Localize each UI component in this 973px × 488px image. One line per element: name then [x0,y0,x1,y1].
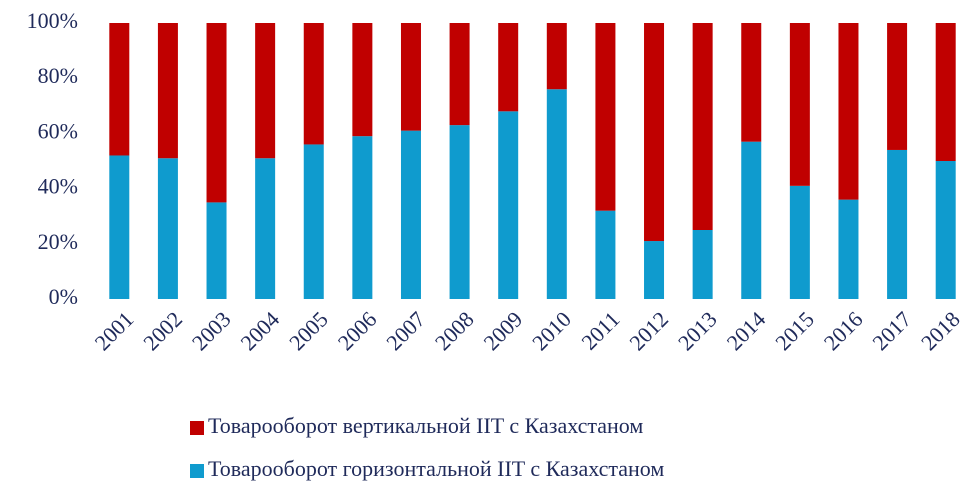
bar-segment [741,23,762,142]
bar-segment [157,158,178,299]
bar-segment [206,202,227,299]
bar-segment [449,125,470,300]
bar-segment [449,23,470,126]
bar-segment [109,23,130,156]
x-tick-label: 2018 [916,306,965,355]
x-tick-label: 2017 [867,306,916,355]
x-tick-label: 2007 [381,306,430,355]
legend-swatch [190,464,204,478]
bar-segment [595,210,616,299]
x-tick-label: 2014 [722,306,771,355]
bar-segment [546,23,567,90]
bar-segment [400,130,421,299]
x-tick-label: 2011 [576,306,624,354]
bar-segment [789,23,810,186]
bar-segment [498,111,519,299]
x-tick-label: 2010 [527,306,576,355]
bar-segment [935,161,956,299]
x-tick-label: 2012 [624,306,673,355]
x-tick-label: 2009 [479,306,528,355]
x-tick-label: 2016 [819,306,868,355]
y-tick-label: 80% [38,63,78,88]
x-tick-label: 2003 [187,306,236,355]
bar-segment [400,23,421,131]
bar-segment [692,23,713,230]
x-tick-label: 2013 [673,306,722,355]
bar-segment [595,23,616,211]
x-tick-label: 2006 [333,306,382,355]
y-tick-label: 60% [38,118,78,143]
bar-segment [303,144,324,299]
legend-label: Товарооборот горизонтальной IIT с Казахс… [208,456,664,481]
legend-label: Товарооборот вертикальной IIT с Казахста… [208,413,643,438]
bar-segment [303,23,324,145]
bar-segment [887,149,908,299]
x-tick-label: 2001 [90,306,139,355]
y-tick-label: 40% [38,174,78,199]
y-tick-label: 0% [49,284,78,309]
x-tick-label: 2002 [138,306,187,355]
bar-segment [838,199,859,299]
bar-segment [255,158,276,299]
x-tick-label: 2008 [430,306,479,355]
x-tick-label: 2005 [284,306,333,355]
bar-segment [498,23,519,112]
bar-segment [352,23,373,137]
bar-segment [255,23,276,159]
bar-segment [352,136,373,299]
bar-segment [546,89,567,300]
bar-segment [935,23,956,161]
y-tick-label: 20% [38,229,78,254]
bar-segment [644,241,665,299]
bar-segment [206,23,227,203]
bar-segment [887,23,908,150]
bar-segment [157,23,178,159]
bar-segment [838,23,859,200]
x-tick-label: 2015 [770,306,819,355]
x-tick-label: 2004 [235,306,284,355]
bar-segment [644,23,665,242]
bar-segment [789,185,810,299]
legend-swatch [190,421,204,435]
bar-segment [109,155,130,299]
y-tick-label: 100% [27,8,78,33]
bar-segment [741,141,762,299]
bar-segment [692,230,713,299]
